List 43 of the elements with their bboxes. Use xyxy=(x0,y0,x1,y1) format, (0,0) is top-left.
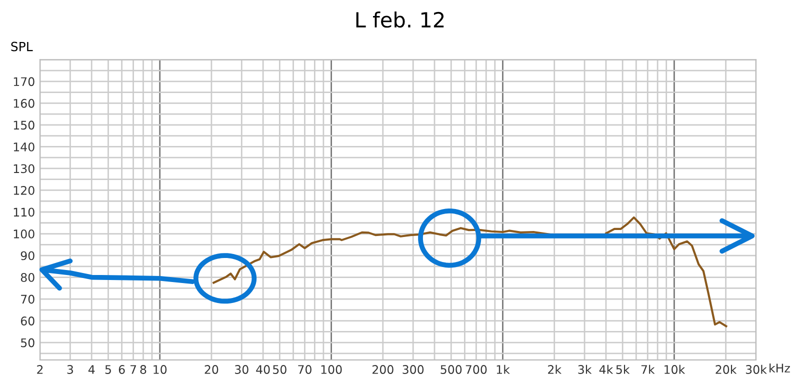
x-tick-label: 500 xyxy=(440,365,462,374)
y-tick-label: 110 xyxy=(14,208,34,217)
y-tick-label: 90 xyxy=(20,251,34,260)
x-tick-label: 200 xyxy=(372,365,394,374)
y-tick-label: 120 xyxy=(14,186,34,195)
x-tick-label: 2k xyxy=(548,364,562,374)
y-tick-label: 60 xyxy=(20,316,34,326)
y-tick-label: 150 xyxy=(14,120,34,130)
x-tick-label: 4 xyxy=(88,365,95,374)
x-tick-label: 30 xyxy=(235,365,248,374)
x-tick-label: 3 xyxy=(67,365,73,374)
x-tick-label: 2 xyxy=(37,365,43,374)
x-tick-label: 7k xyxy=(641,364,655,374)
x-tick-label: 5k xyxy=(616,364,630,374)
x-tick-label: 10 xyxy=(154,365,167,374)
x-axis-title: kHz xyxy=(770,363,790,372)
x-tick-label: 100 xyxy=(321,365,342,374)
chart-title: L feb. 12 xyxy=(356,12,444,28)
x-tick-label: 8 xyxy=(140,365,146,374)
x-tick-label: 700 xyxy=(466,365,487,374)
x-tick-label: 20k xyxy=(716,364,737,374)
y-tick-label: 170 xyxy=(14,77,34,86)
y-tick-label: 130 xyxy=(14,164,34,174)
y-tick-label: 100 xyxy=(14,229,34,238)
x-tick-label: 50 xyxy=(273,365,286,374)
x-tick-label: 20 xyxy=(204,365,218,374)
y-tick-label: 70 xyxy=(21,294,34,304)
x-tick-label: 5 xyxy=(105,365,111,374)
x-tick-label: 3k xyxy=(578,364,592,374)
x-tick-label: 40 xyxy=(256,365,270,374)
x-tick-label: 6 xyxy=(118,365,125,374)
x-tick-label: 4k xyxy=(599,364,614,374)
y-tick-label: 80 xyxy=(20,273,34,282)
y-tick-label: 160 xyxy=(14,98,34,108)
x-tick-label: 7 xyxy=(130,365,136,374)
y-axis-title: SPL xyxy=(11,42,33,52)
y-tick-label: 140 xyxy=(14,142,34,152)
y-tick-label: 50 xyxy=(21,338,34,348)
x-tick-label: 10k xyxy=(664,364,686,374)
x-tick-label: 70 xyxy=(298,365,312,374)
x-tick-label: 30k xyxy=(746,364,767,374)
x-tick-label: 1k xyxy=(496,364,510,374)
x-tick-label: 300 xyxy=(402,365,424,374)
